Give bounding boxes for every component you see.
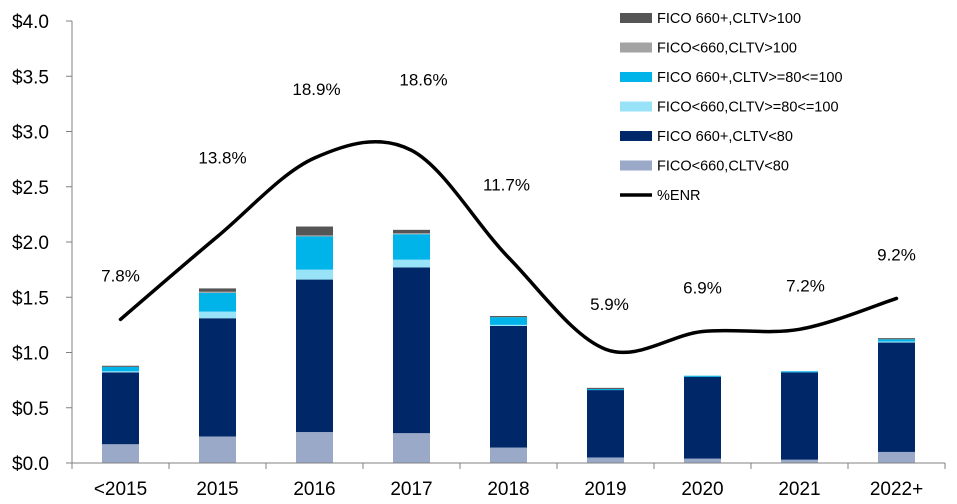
enr-data-label: 9.2% [877, 245, 916, 264]
bar-segment [296, 269, 333, 280]
y-tick-label: $0.5 [12, 399, 49, 420]
x-tick-label: 2021 [778, 479, 820, 500]
bar-segment [296, 226, 333, 236]
bar-segment [781, 372, 818, 460]
bar-segment [199, 288, 236, 292]
legend-label: FICO<660,CLTV<80 [657, 159, 789, 175]
x-axis: <2015 2015 2016 2017 2018 2019 2020 2021 2022+ [71, 462, 946, 500]
legend-swatch [620, 160, 652, 171]
bar-segment [199, 292, 236, 312]
bar-segment [102, 444, 139, 463]
bar-segment [878, 339, 915, 342]
enr-data-label: 18.9% [292, 80, 340, 99]
y-tick-label: $2.5 [12, 178, 49, 199]
bar-segment [684, 375, 721, 377]
bar-segment [587, 390, 624, 458]
y-tick-label: $3.5 [12, 67, 49, 88]
bar-segment [296, 235, 333, 237]
enr-data-label: 6.9% [683, 279, 722, 298]
bar-segment [102, 366, 139, 372]
legend-swatch [620, 131, 652, 141]
bar-segment [878, 342, 915, 452]
legend-label: FICO 660+,CLTV<80 [657, 129, 793, 145]
bar-segment [490, 324, 527, 326]
bar-segment [587, 457, 624, 463]
y-tick-label: $1.5 [12, 288, 49, 309]
enr-data-label: 11.7% [483, 175, 530, 194]
enr-line [118, 139, 899, 355]
y-tick-label: $1.0 [12, 344, 49, 365]
bar-segment [781, 371, 818, 373]
bar-segment [393, 234, 430, 260]
bar-segment [199, 436, 236, 463]
legend-swatch [620, 72, 652, 82]
x-tick-label: 2020 [681, 479, 723, 500]
enr-data-label: 7.8% [101, 266, 140, 285]
bar-segment [684, 458, 721, 463]
bar-segment [878, 341, 915, 343]
bar-segment [587, 387, 624, 389]
y-axis: $0.0 $0.5 $1.0 $1.5 $2.0 $2.5 $3.0 $3.5 $4.0 [12, 12, 73, 475]
bar-segment [587, 388, 624, 391]
x-tick-label: 2015 [196, 479, 238, 500]
enr-data-label: 18.6% [399, 70, 447, 89]
bar-segment [490, 317, 527, 325]
legend-swatch [620, 42, 652, 53]
bar-segment [393, 433, 430, 463]
enr-data-labels: 7.8% 13.8% 18.9% 18.6% 11.7% 5.9% 6.9% 7.2% 9.2% [101, 70, 916, 314]
x-tick-label: 2017 [390, 479, 432, 500]
x-tick-label: 2019 [584, 479, 626, 500]
enr-data-label: 7.2% [786, 276, 825, 295]
bar-segment [102, 371, 139, 373]
legend-label: FICO 660+,CLTV>=80<=100 [657, 70, 843, 86]
legend-label: FICO<660,CLTV>100 [657, 41, 797, 57]
bar-segment [393, 259, 430, 268]
bar-segment [490, 447, 527, 463]
bar-segment [781, 459, 818, 463]
bar-segment [490, 325, 527, 448]
bar-segment [296, 236, 333, 270]
legend-swatch [620, 13, 652, 23]
bar-segment [490, 316, 527, 318]
y-tick-label: $3.0 [12, 123, 49, 144]
bar-segment [393, 267, 430, 434]
bars [102, 226, 915, 463]
bar-segment [684, 376, 721, 459]
enr-data-label: 5.9% [590, 295, 629, 314]
legend-swatch [620, 101, 652, 112]
bar-segment [102, 372, 139, 445]
x-tick-label: 2018 [487, 479, 529, 500]
bar-segment [878, 451, 915, 463]
y-tick-label: $2.0 [12, 233, 49, 254]
bar-segment [393, 233, 430, 235]
y-tick-label: $0.0 [12, 454, 49, 475]
x-tick-label: 2016 [293, 479, 335, 500]
x-tick-label: <2015 [94, 479, 147, 500]
bar-segment [296, 279, 333, 433]
y-tick-label: $4.0 [12, 12, 49, 33]
bar-segment [102, 365, 139, 367]
bar-segment [296, 432, 333, 463]
x-tick-label: 2022+ [870, 479, 923, 500]
bar-segment [199, 318, 236, 437]
legend-label: FICO 660+,CLTV>100 [657, 11, 801, 27]
enr-line-path [118, 139, 899, 355]
legend-label: %ENR [657, 188, 701, 204]
bar-segment [393, 229, 430, 234]
enr-data-label: 13.8% [198, 148, 246, 167]
bar-segment [199, 291, 236, 293]
legend: FICO 660+,CLTV>100 FICO<660,CLTV>100 FICO … [620, 11, 843, 204]
bar-segment [878, 338, 915, 340]
legend-label: FICO<660,CLTV>=80<=100 [657, 100, 839, 116]
bar-segment [199, 311, 236, 319]
